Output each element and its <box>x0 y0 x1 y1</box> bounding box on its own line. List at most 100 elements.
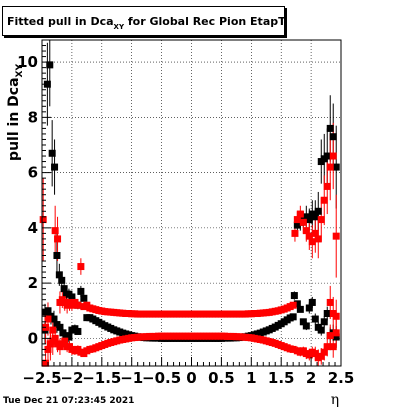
red-data-point <box>326 332 334 340</box>
black-data-point <box>55 271 63 279</box>
red-data-point <box>311 229 319 237</box>
red-data-point <box>289 345 297 353</box>
black-data-point <box>323 310 331 318</box>
black-data-point <box>58 276 66 284</box>
black-data-point <box>80 294 88 302</box>
marker-layer <box>39 61 340 367</box>
title-suffix: for Global Rec Pion EtapT <box>127 15 286 28</box>
red-data-point <box>308 238 316 246</box>
black-data-point <box>320 318 328 326</box>
black-data-point <box>46 61 54 69</box>
timestamp-footer: Tue Dec 21 07:23:45 2021 <box>3 396 135 406</box>
chart-title-box: Fitted pull in DcaXY for Global Rec Pion… <box>2 6 286 36</box>
red-data-point <box>326 298 334 306</box>
title-main: Fitted pull in Dca <box>7 15 114 28</box>
y-tick-label: 4 <box>28 219 38 237</box>
black-data-point <box>299 318 307 326</box>
black-data-point <box>314 207 322 215</box>
black-data-point <box>326 124 334 132</box>
black-data-point <box>53 251 61 259</box>
title-subscript: XY <box>113 23 125 31</box>
black-data-point <box>51 163 59 171</box>
chart-title: Fitted pull in DcaXY for Global Rec Pion… <box>7 15 286 31</box>
black-data-point <box>74 327 82 335</box>
red-data-point <box>39 216 47 224</box>
red-data-point <box>329 152 337 160</box>
red-data-point <box>311 350 319 358</box>
red-data-point <box>293 216 301 224</box>
black-data-point <box>332 163 340 171</box>
red-data-point <box>314 235 322 243</box>
x-axis-label: η <box>331 392 339 408</box>
x-tick-label: 2 <box>306 369 316 387</box>
red-data-point <box>299 218 307 226</box>
red-data-point <box>326 163 334 171</box>
y-axis-label-main: pull in Dca <box>6 77 22 160</box>
black-data-point <box>311 315 319 323</box>
red-data-point <box>49 326 57 334</box>
black-data-point <box>305 304 313 312</box>
red-data-point <box>320 348 328 356</box>
x-tick-label: −1 <box>120 369 143 387</box>
x-tick-label: 2.5 <box>328 369 355 387</box>
black-data-point <box>296 305 304 313</box>
red-data-point <box>323 343 331 351</box>
y-tick-label: 6 <box>28 164 38 182</box>
red-data-point <box>329 343 337 351</box>
x-tick-label: 1 <box>246 369 256 387</box>
red-data-point <box>61 337 69 345</box>
black-data-point <box>305 216 313 224</box>
x-tick-label: −2 <box>60 369 83 387</box>
red-data-point <box>317 216 325 224</box>
black-data-point <box>60 285 68 293</box>
red-data-point <box>332 232 340 240</box>
red-data-point <box>291 229 299 237</box>
x-tick-label: 0 <box>186 369 196 387</box>
black-data-point <box>302 322 310 330</box>
red-data-point <box>44 345 52 353</box>
red-data-point <box>317 352 325 360</box>
red-data-point <box>320 196 328 204</box>
label-layer: −2.5−2−1.5−1−0.5 0 0.5 1 1.5 2 2.5 0 2 4 6 8 10 η pull… <box>6 53 354 408</box>
black-data-point <box>56 323 64 331</box>
black-data-point <box>293 300 301 308</box>
black-data-point <box>68 293 76 301</box>
x-tick-label: −1.5 <box>82 369 121 387</box>
red-data-point <box>74 301 82 309</box>
red-data-point <box>77 263 85 271</box>
black-data-point <box>65 333 73 341</box>
red-data-point <box>44 315 52 323</box>
red-data-point <box>46 340 54 348</box>
red-data-point <box>289 301 297 309</box>
grid-layer <box>41 40 342 366</box>
black-data-point <box>43 80 51 88</box>
axis-layer <box>41 39 342 367</box>
red-data-point <box>305 232 313 240</box>
x-tick-label: 1.5 <box>268 369 295 387</box>
red-data-point <box>323 182 331 190</box>
x-tick-label: −2.5 <box>22 369 61 387</box>
x-tick-label: −0.5 <box>142 369 181 387</box>
black-data-point <box>77 287 85 295</box>
black-data-point <box>317 326 325 334</box>
y-tick-label: 8 <box>28 108 38 126</box>
red-data-point <box>51 334 59 342</box>
black-data-point <box>289 313 297 321</box>
black-data-point <box>311 213 319 221</box>
y-axis-label: pull in DcaXY <box>6 64 25 161</box>
black-data-point <box>329 133 337 141</box>
y-axis-label-subscript: XY <box>15 64 25 78</box>
y-tick-label: 0 <box>28 329 38 347</box>
y-tick-label: 2 <box>28 274 38 292</box>
black-data-point <box>48 149 56 157</box>
black-data-point <box>323 152 331 160</box>
black-data-point <box>332 333 340 341</box>
y-tick-label: 10 <box>17 53 38 71</box>
black-data-point <box>44 307 52 315</box>
black-data-point <box>50 315 58 323</box>
black-data-point <box>290 292 298 300</box>
red-data-point <box>51 227 59 235</box>
red-data-point <box>302 227 310 235</box>
red-data-point <box>54 235 62 243</box>
